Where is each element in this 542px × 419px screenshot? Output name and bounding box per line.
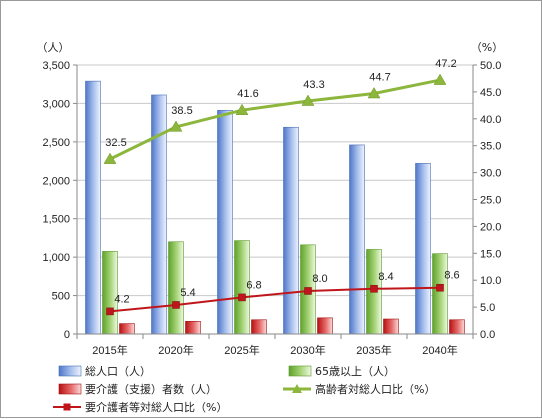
total-population-bar <box>349 144 365 335</box>
total-population-bar <box>151 94 167 335</box>
legend-label: 要介護者等対総人口比（%） <box>85 400 227 414</box>
elderly-ratio-marker <box>103 152 117 164</box>
y-left-tick-label: 0 <box>64 329 70 341</box>
care-ratio-label: 8.4 <box>378 271 393 283</box>
legend-label: 65歳以上（人） <box>315 365 395 378</box>
care-recipients-bar <box>251 319 267 335</box>
elderly-ratio-line <box>109 78 441 161</box>
elderly-ratio-label: 32.5 <box>105 137 126 149</box>
y-right-tick-label: 30.0 <box>480 168 501 180</box>
legend-label: 要介護（支援）者数（人） <box>85 382 217 396</box>
care-ratio-label: 8.0 <box>312 273 327 285</box>
care-ratio-label: 8.6 <box>444 270 459 282</box>
x-tick-label: 2020年 <box>158 343 193 357</box>
legend-swatch <box>58 365 82 377</box>
y-left-tick-label: 1,000 <box>42 252 70 264</box>
y-left-tick-label: 3,500 <box>42 60 70 72</box>
elderly-ratio-label: 43.3 <box>303 79 324 91</box>
care-ratio-label: 4.2 <box>114 293 129 305</box>
care-ratio-label: 6.8 <box>246 279 261 291</box>
y-left-unit-label: （人） <box>37 41 70 54</box>
x-tick-label: 2015年 <box>92 343 127 357</box>
y-right-tick-label: 25.0 <box>480 195 501 207</box>
y-right-tick-label: 0.0 <box>480 329 495 341</box>
care-ratio-line <box>109 286 441 313</box>
elderly-ratio-label: 44.7 <box>369 72 390 84</box>
legend-marker <box>63 403 71 411</box>
total-population-bar <box>415 163 431 335</box>
elderly-ratio-marker <box>367 87 381 99</box>
y-right-tick-label: 50.0 <box>480 60 501 72</box>
y-left-tick-label: 500 <box>52 291 70 303</box>
x-tick-label: 2035年 <box>356 343 391 357</box>
elderly-ratio-marker <box>433 73 447 85</box>
x-tick-label: 2040年 <box>422 343 457 357</box>
elderly-ratio-marker <box>301 94 315 106</box>
y-right-tick-label: 20.0 <box>480 221 501 233</box>
total-population-bar <box>85 80 101 335</box>
elderly-ratio-label: 38.5 <box>171 105 192 117</box>
care-ratio-marker <box>106 307 114 316</box>
care-ratio-label: 5.4 <box>180 287 195 299</box>
legend-label: 高齢者対総人口比（%） <box>315 382 435 396</box>
y-left-tick-label: 2,500 <box>42 137 70 149</box>
x-tick-label: 2025年 <box>224 343 259 357</box>
y-left-tick-label: 2,000 <box>42 175 70 187</box>
care-recipients-bar <box>383 318 399 335</box>
legend-marker <box>292 384 302 393</box>
care-recipients-bar <box>317 317 333 335</box>
elderly-ratio-label: 41.6 <box>237 88 258 100</box>
x-tick-label: 2030年 <box>290 343 325 357</box>
y-right-tick-label: 35.0 <box>480 141 501 153</box>
legend-label: 総人口（人） <box>85 364 151 378</box>
y-right-tick-label: 10.0 <box>480 275 501 287</box>
care-ratio-marker <box>238 293 246 302</box>
care-ratio-marker <box>172 301 180 309</box>
care-recipients-bar <box>185 321 201 335</box>
y-left-tick-label: 1,500 <box>42 214 70 226</box>
y-right-tick-label: 45.0 <box>480 87 501 99</box>
care-ratio-marker <box>304 287 312 295</box>
y-left-tick-label: 3,000 <box>42 98 70 110</box>
total-population-bar <box>283 126 299 335</box>
elderly-ratio-marker <box>169 120 183 132</box>
y-right-tick-label: 15.0 <box>480 248 501 260</box>
elderly-ratio-marker <box>235 103 249 115</box>
elderly-ratio-label: 47.2 <box>435 58 456 70</box>
legend-swatch <box>288 365 312 377</box>
y-right-tick-label: 5.0 <box>480 302 495 314</box>
care-ratio-marker <box>370 285 378 293</box>
care-ratio-marker <box>436 283 444 292</box>
y-right-unit-label: （%） <box>471 41 503 54</box>
care-recipients-bar <box>119 323 135 335</box>
legend-swatch <box>58 383 82 395</box>
age65-bar <box>432 253 448 335</box>
care-recipients-bar <box>449 319 465 335</box>
y-right-tick-label: 40.0 <box>480 114 501 126</box>
